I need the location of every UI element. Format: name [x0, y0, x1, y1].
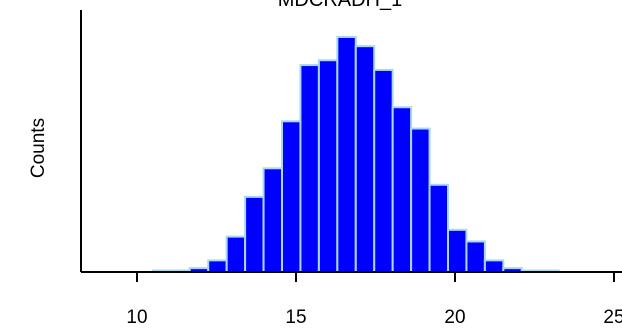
histogram-bars: [151, 35, 560, 274]
y-axis-label: Counts: [28, 118, 49, 178]
histogram-bar: [225, 235, 247, 273]
histogram-bar: [299, 64, 320, 273]
histogram-bar: [281, 120, 302, 273]
x-tick-label: 10: [126, 307, 147, 328]
x-tick-label: 25: [603, 307, 622, 328]
histogram-bar: [336, 35, 357, 273]
histogram-bar: [465, 240, 486, 274]
x-tick-label: 15: [285, 307, 306, 328]
histogram-bar: [447, 228, 468, 273]
histogram-bar: [317, 59, 339, 273]
histogram-bar: [391, 106, 413, 274]
histogram-bar: [262, 167, 283, 273]
histogram-bar: [483, 259, 505, 273]
histogram-bar: [207, 259, 228, 273]
histogram-bar: [244, 195, 265, 274]
histogram-bar: [410, 127, 431, 273]
histogram-bar: [354, 45, 376, 273]
x-axis-ticks: 10 15 20 25: [126, 272, 622, 328]
histogram-bar: [373, 68, 394, 273]
chart-title: MDCRADH_1: [278, 0, 402, 11]
histogram-bar: [428, 183, 449, 274]
x-tick-label: 20: [444, 307, 465, 328]
